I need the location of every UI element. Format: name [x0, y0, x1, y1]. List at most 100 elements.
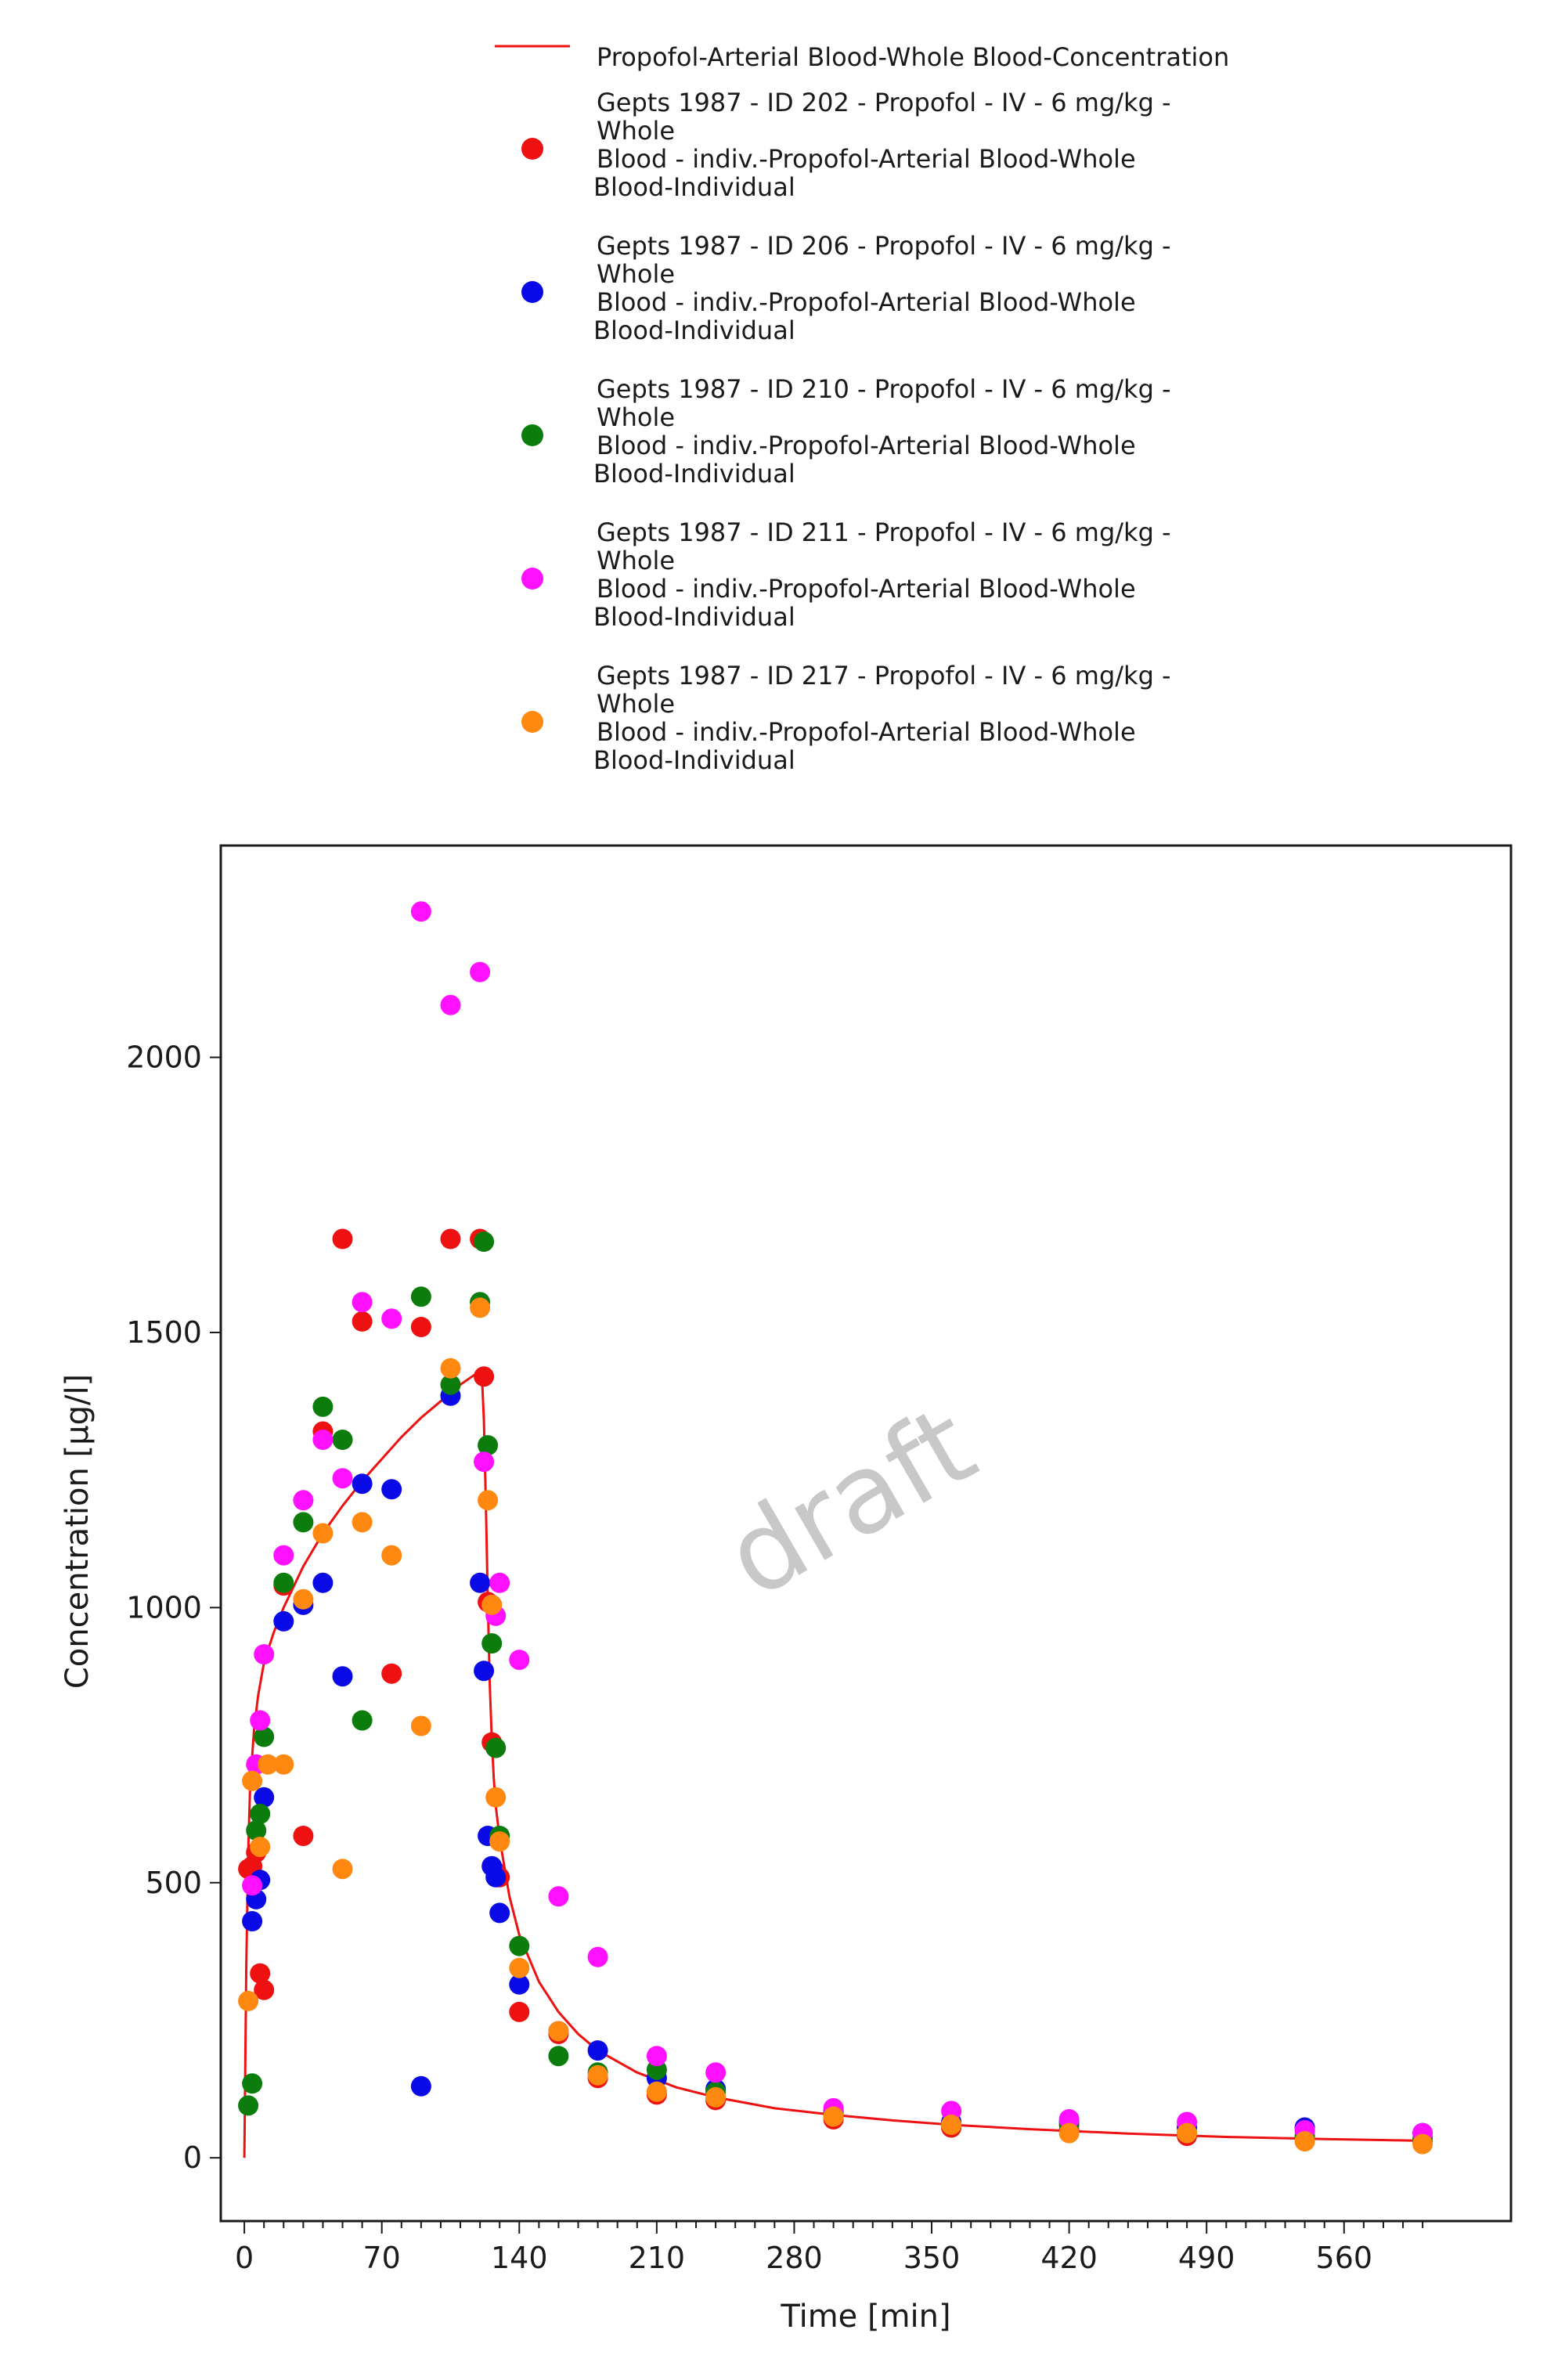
y-tick-label: 1000 [126, 1590, 202, 1625]
data-point-series-4 [548, 1886, 569, 1907]
legend-label-series-5: Blood - indiv.-Propofol-Arterial Blood-W… [597, 717, 1136, 747]
data-point-series-2 [489, 1902, 510, 1924]
legend-label-series-4: Blood-Individual [593, 602, 795, 632]
x-axis: 0 70 140 210 280 350 420 490 560 [235, 2221, 1424, 2275]
y-tick-label: 0 [183, 2140, 202, 2175]
x-tick-label: 560 [1316, 2241, 1373, 2275]
y-axis-title: Concentration [µg/l] [59, 1374, 96, 1689]
data-point-series-4 [705, 2062, 727, 2083]
data-point-series-1 [250, 1963, 271, 1984]
data-point-series-1 [293, 1826, 314, 1846]
data-point-series-5 [485, 1787, 507, 1808]
data-point-series-5 [258, 1754, 279, 1775]
legend-label-series-1: Blood-Individual [593, 172, 795, 202]
legend-marker-series-1 [521, 138, 543, 160]
legend-marker-series-4 [521, 568, 543, 590]
data-point-series-5 [705, 2086, 727, 2108]
data-point-series-3 [242, 2073, 263, 2094]
data-point-series-5 [470, 1297, 491, 1318]
x-tick-label: 280 [766, 2241, 823, 2275]
legend-label-series-4: Whole [597, 546, 675, 575]
data-point-series-4 [646, 2046, 667, 2067]
observed-points-group [238, 901, 1433, 2155]
data-point-series-4 [352, 1292, 373, 1313]
data-point-series-5 [242, 1770, 263, 1791]
data-point-series-2 [410, 2075, 431, 2097]
data-point-series-1 [332, 1228, 353, 1250]
legend-label-series-3: Gepts 1987 - ID 210 - Propofol - IV - 6 … [597, 374, 1171, 404]
data-point-series-5 [587, 2064, 608, 2086]
data-point-series-4 [381, 1308, 402, 1329]
data-point-series-5 [312, 1523, 334, 1544]
data-point-series-2 [273, 1610, 294, 1632]
data-point-series-4 [489, 1572, 510, 1593]
legend-label-series-2: Whole [597, 259, 675, 289]
data-point-series-3 [293, 1512, 314, 1533]
data-point-series-4 [312, 1430, 334, 1450]
data-point-series-2 [485, 1866, 507, 1888]
legend-label-series-1: Whole [597, 116, 675, 146]
data-point-series-2 [332, 1666, 353, 1687]
data-point-series-5 [440, 1358, 461, 1379]
data-point-series-1 [381, 1663, 402, 1684]
data-point-series-3 [485, 1737, 507, 1758]
data-point-series-3 [246, 1820, 267, 1841]
legend-line-label: Propofol-Arterial Blood-Whole Blood-Conc… [597, 42, 1229, 72]
legend-label-series-1: Gepts 1987 - ID 202 - Propofol - IV - 6 … [597, 88, 1171, 117]
data-point-series-5 [509, 1957, 530, 1978]
data-point-series-3 [440, 1374, 461, 1395]
data-point-series-3 [238, 2095, 259, 2116]
legend-label-series-3: Blood - indiv.-Propofol-Arterial Blood-W… [597, 431, 1136, 460]
data-point-series-1 [254, 1979, 275, 2000]
data-point-series-1 [474, 1366, 495, 1387]
x-tick-label: 420 [1040, 2241, 1098, 2275]
x-tick-label: 140 [491, 2241, 548, 2275]
data-point-series-5 [481, 1594, 503, 1615]
legend-marker-series-2 [521, 281, 543, 303]
y-tick-label: 1500 [126, 1315, 202, 1350]
plot-frame [219, 844, 1513, 2223]
legend-label-series-5: Blood-Individual [593, 745, 795, 775]
data-point-series-5 [250, 1837, 271, 1858]
data-point-series-2 [474, 1661, 495, 1682]
data-point-series-3 [474, 1231, 495, 1252]
data-point-series-2 [242, 1911, 263, 1931]
x-tick-label: 210 [629, 2241, 686, 2275]
data-point-series-4 [250, 1710, 271, 1731]
legend-label-series-3: Blood-Individual [593, 459, 795, 489]
x-tick-label: 350 [903, 2241, 961, 2275]
data-point-series-2 [381, 1479, 402, 1500]
data-point-series-4 [410, 901, 431, 922]
data-point-series-5 [941, 2115, 962, 2135]
data-point-series-5 [823, 2106, 844, 2127]
data-point-series-2 [470, 1572, 491, 1593]
data-point-series-2 [587, 2040, 608, 2061]
legend-label-series-4: Blood - indiv.-Propofol-Arterial Blood-W… [597, 574, 1136, 604]
x-tick-label: 0 [235, 2241, 254, 2275]
x-tick-label: 70 [363, 2241, 401, 2275]
y-tick-label: 2000 [126, 1040, 202, 1075]
data-point-series-3 [548, 2046, 569, 2067]
data-point-series-4 [470, 961, 491, 983]
data-point-series-4 [509, 1650, 530, 1671]
data-point-series-5 [273, 1754, 294, 1775]
data-point-series-3 [312, 1396, 334, 1417]
data-point-series-3 [254, 1726, 275, 1747]
data-point-series-5 [478, 1490, 499, 1511]
data-point-series-3 [509, 1935, 530, 1956]
data-point-series-4 [273, 1545, 294, 1566]
data-point-series-4 [440, 994, 461, 1015]
legend-label-series-2: Blood - indiv.-Propofol-Arterial Blood-W… [597, 287, 1136, 317]
data-point-series-5 [1177, 2122, 1198, 2144]
legend-label-series-3: Whole [597, 402, 675, 432]
data-point-series-1 [352, 1311, 373, 1332]
data-point-series-4 [332, 1468, 353, 1489]
y-tick-label: 500 [145, 1866, 202, 1900]
data-point-series-5 [548, 2021, 569, 2042]
data-point-series-5 [646, 2081, 667, 2102]
legend-marker-series-3 [521, 424, 543, 446]
legend-marker-series-5 [521, 711, 543, 733]
data-point-series-5 [1294, 2131, 1315, 2152]
data-point-series-3 [481, 1633, 503, 1654]
